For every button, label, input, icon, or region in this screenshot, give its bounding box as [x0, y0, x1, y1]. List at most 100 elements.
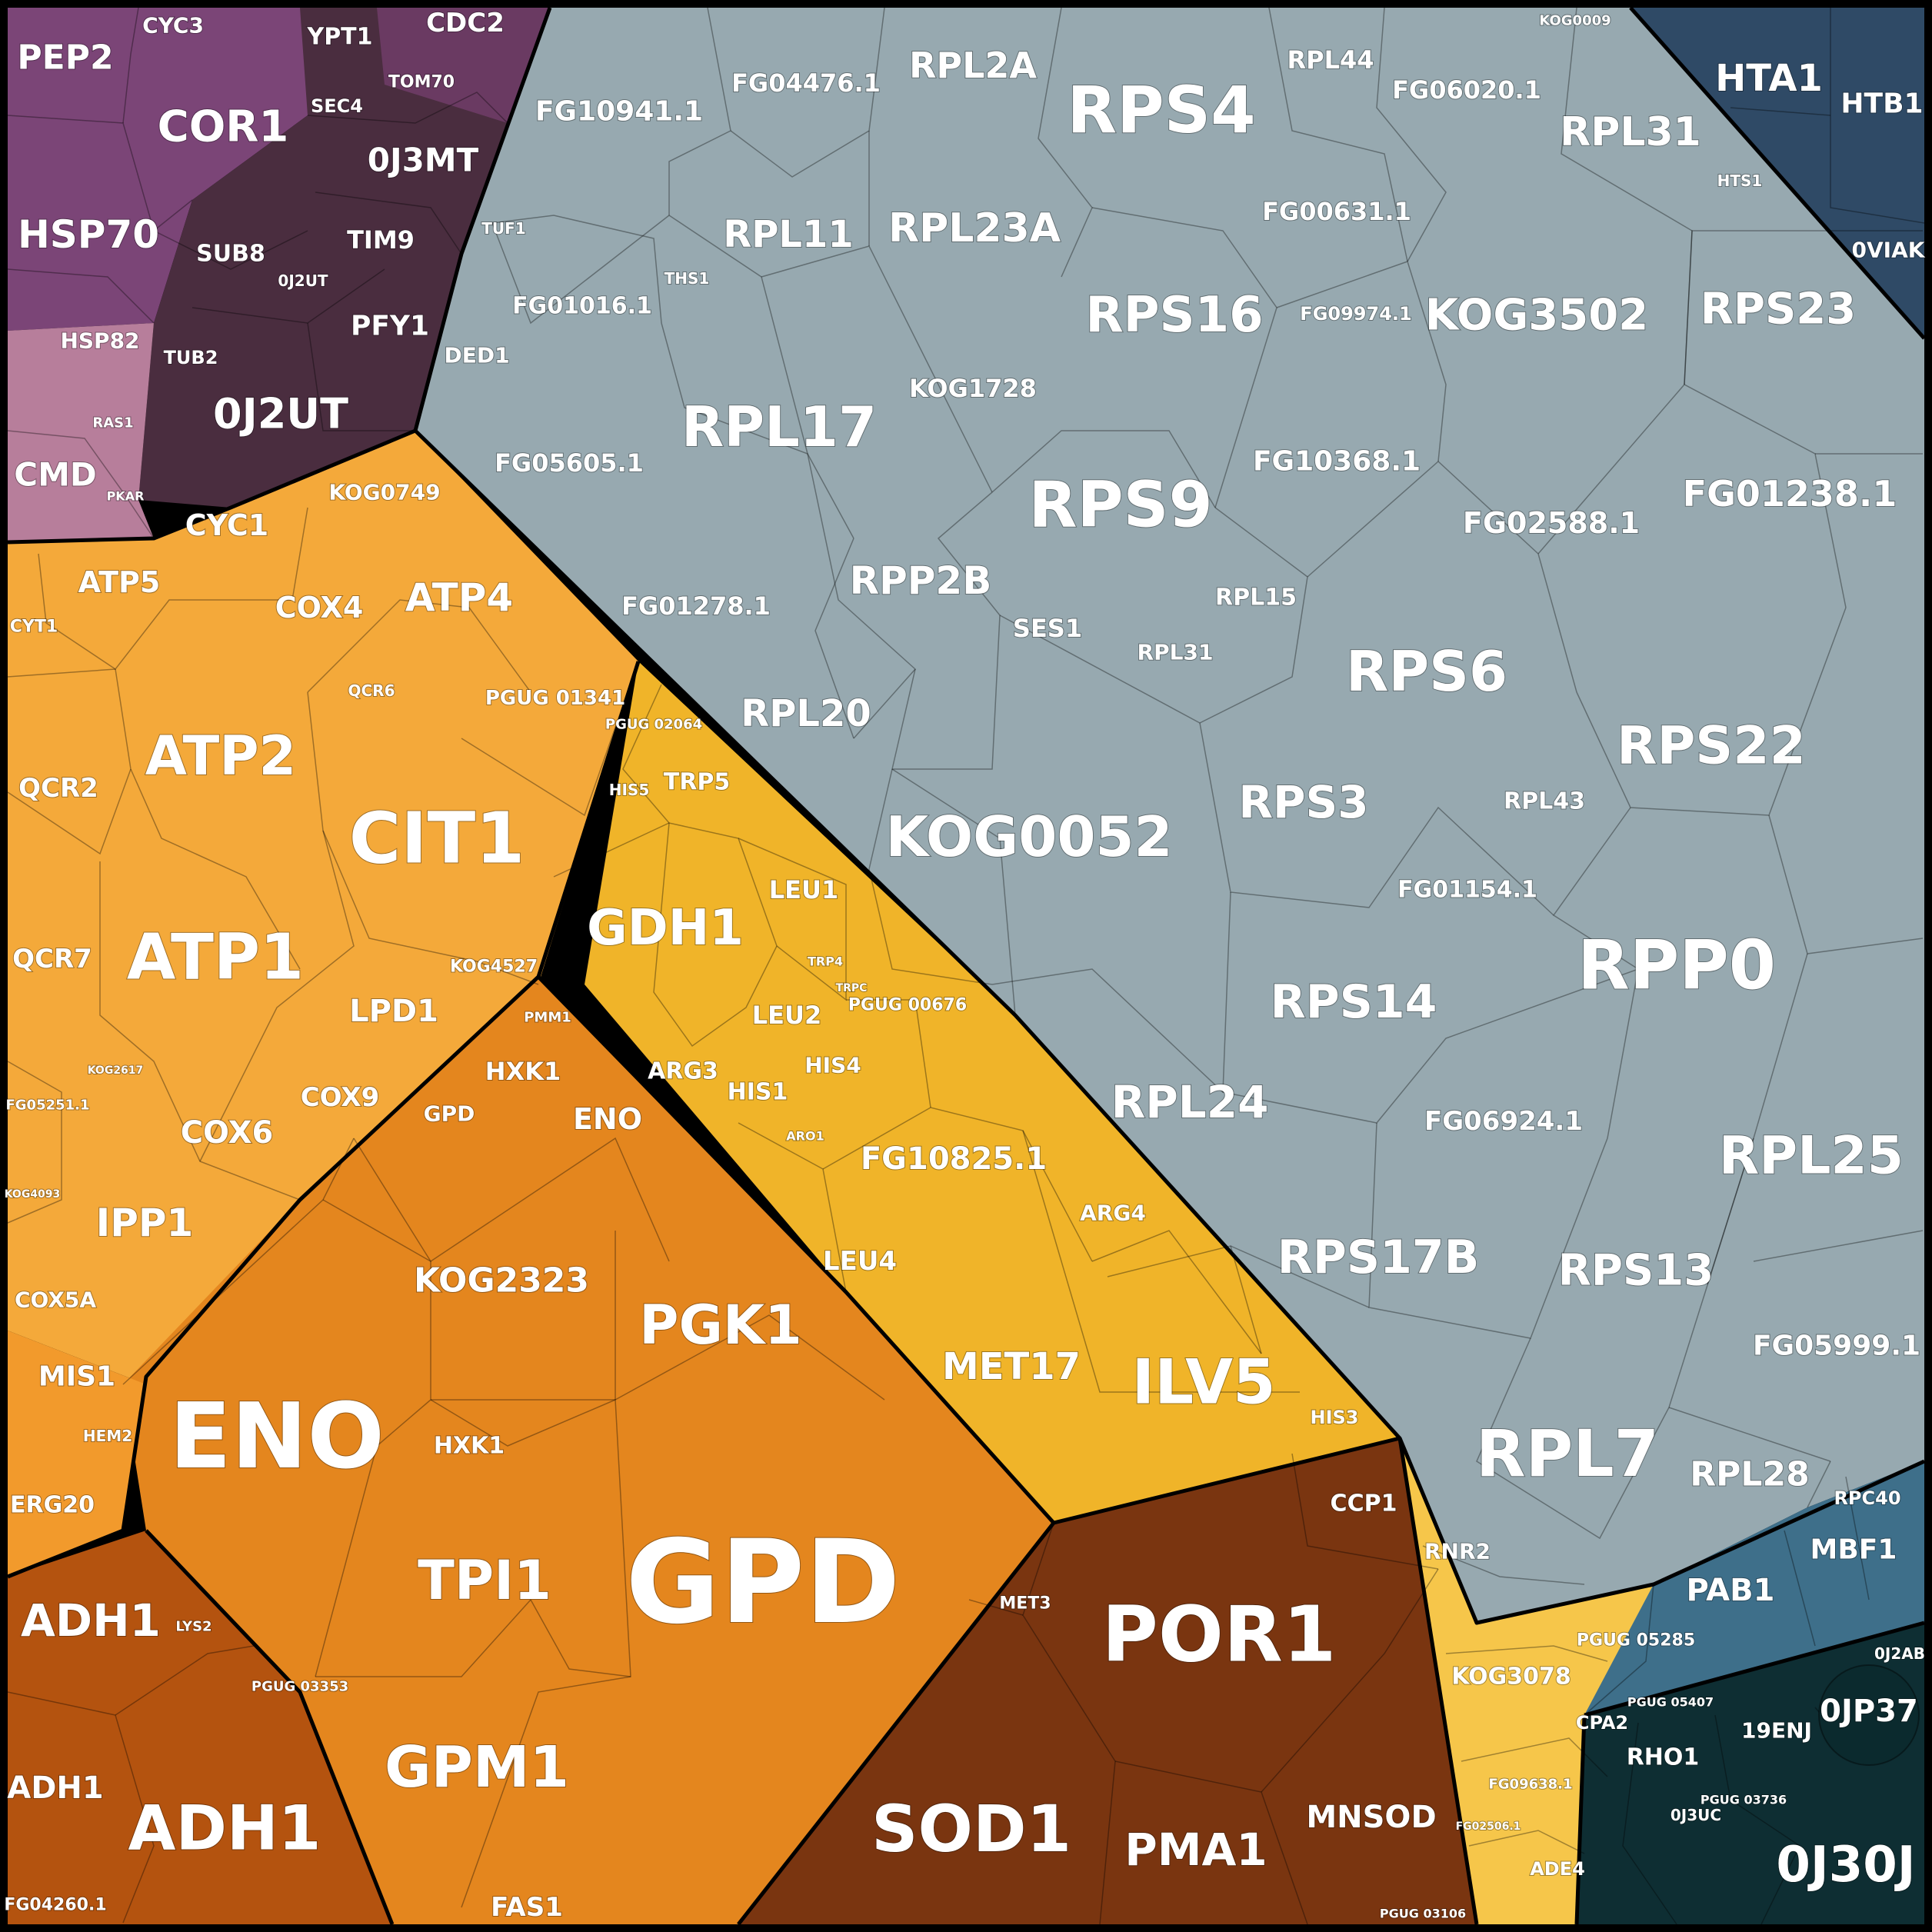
label-0viak: 0VIAK [1852, 238, 1926, 263]
label-leu4: LEU4 [823, 1246, 897, 1277]
label-rho1: RHO1 [1627, 1744, 1700, 1771]
label-pgug01341: PGUG 01341 [485, 687, 625, 710]
label-trp4: TRP4 [808, 954, 843, 969]
label-fg05251: FG05251.1 [5, 1098, 89, 1114]
label-hxk1: HXK1 [434, 1433, 505, 1460]
label-adh1-left: ADH1 [7, 1770, 103, 1806]
region-dark-plum-top[interactable] [377, 8, 550, 123]
region-alcohol[interactable] [8, 1531, 392, 1924]
label-cit1: CIT1 [349, 798, 525, 880]
label-rpl17: RPL17 [681, 395, 877, 459]
label-pgug05407: PGUG 05407 [1627, 1695, 1714, 1710]
label-kog1728: KOG1728 [909, 374, 1037, 403]
label-19enj: 19ENJ [1741, 1718, 1812, 1744]
label-his4: HIS4 [804, 1053, 861, 1078]
region-glycolysis[interactable] [123, 977, 1054, 1924]
label-pgug05285: PGUG 05285 [1577, 1631, 1695, 1651]
label-kog0052: KOG0052 [885, 804, 1172, 869]
label-tuf1: TUF1 [481, 219, 525, 238]
label-fg06020: FG06020.1 [1392, 75, 1541, 105]
label-fg05605: FG05605.1 [495, 448, 644, 478]
label-ccp1: CCP1 [1331, 1491, 1397, 1517]
label-htb1: HTB1 [1840, 88, 1923, 120]
region-purple[interactable] [8, 8, 308, 331]
label-fg10368: FG10368.1 [1253, 446, 1421, 478]
label-mis1: MIS1 [38, 1361, 115, 1393]
label-por1: POR1 [1102, 1590, 1337, 1680]
region-dark-plum[interactable] [138, 8, 550, 508]
label-tpi1: TPI1 [418, 1549, 551, 1612]
label-fg09974: FG09974.1 [1300, 303, 1411, 325]
label-leu1: LEU1 [769, 875, 839, 904]
label-lpd1: LPD1 [349, 994, 438, 1029]
label-cmd: CMD [14, 456, 96, 494]
label-rpl44: RPL44 [1287, 45, 1374, 75]
label-hta1: HTA1 [1715, 57, 1823, 100]
label-his5: HIS5 [609, 781, 650, 799]
label-kog3078: KOG3078 [1451, 1664, 1571, 1690]
region-respiration[interactable] [8, 431, 638, 1384]
label-cyt1: CYT1 [10, 618, 58, 637]
label-tim9: TIM9 [347, 225, 415, 255]
label-trpc: TRPC [836, 982, 868, 994]
label-sec4: SEC4 [311, 95, 363, 117]
label-cyc3: CYC3 [142, 13, 204, 38]
label-ilv5: ILV5 [1131, 1347, 1275, 1418]
label-sod1: SOD1 [871, 1791, 1071, 1867]
region-oxidative[interactable] [738, 1438, 1477, 1924]
label-rpl31-top: RPL31 [1560, 109, 1701, 155]
label-cpa2: CPA2 [1576, 1712, 1628, 1734]
label-kog0009: KOG0009 [1539, 13, 1611, 29]
label-pma1: PMA1 [1124, 1824, 1267, 1876]
label-rpl43: RPL43 [1504, 788, 1585, 815]
label-cox4: COX4 [275, 591, 364, 625]
region-ribosome[interactable] [415, 8, 1924, 1623]
label-sub8: SUB8 [196, 241, 265, 268]
label-aro1: ARO1 [786, 1129, 824, 1144]
label-adh1-top: ADH1 [21, 1594, 161, 1647]
label-rps17b: RPS17B [1277, 1231, 1480, 1284]
label-fg01278: FG01278.1 [621, 591, 771, 621]
label-rpp2b: RPP2B [850, 558, 992, 603]
label-kog3502: KOG3502 [1425, 291, 1648, 341]
region-translation[interactable] [1584, 1461, 1924, 1715]
label-kog0749: KOG0749 [328, 480, 440, 505]
region-amino[interactable] [585, 661, 1400, 1523]
label-rpl31: RPL31 [1138, 640, 1214, 665]
label-ded1: DED1 [444, 343, 509, 368]
label-fg10941: FG10941.1 [535, 96, 703, 128]
region-pink[interactable] [8, 323, 154, 542]
label-0j30j: 0J30J [1776, 1837, 1915, 1894]
label-hsp82: HSP82 [60, 328, 139, 354]
label-hxk1-top: HXK1 [485, 1057, 561, 1086]
label-rpl20: RPL20 [741, 692, 871, 735]
label-his1: HIS1 [728, 1079, 788, 1106]
labels: PEP2 CYC3 COR1 HSP70 SUB8 HSP82 CDC2 YPT… [3, 7, 1926, 1924]
label-his3: HIS3 [1311, 1407, 1359, 1428]
label-qcr2: QCR2 [18, 773, 98, 804]
label-mnsod: MNSOD [1306, 1800, 1436, 1835]
label-lys2: LYS2 [175, 1619, 212, 1635]
label-trp5: TRP5 [664, 769, 730, 796]
label-0j2ut: 0J2UT [213, 390, 348, 438]
label-rpl2a: RPL2A [909, 45, 1037, 86]
label-cyc1: CYC1 [185, 508, 268, 542]
label-kog2323: KOG2323 [414, 1261, 589, 1301]
label-fg10825: FG10825.1 [861, 1141, 1047, 1177]
label-met17: MET17 [942, 1345, 1081, 1388]
label-fg05999: FG05999.1 [1753, 1331, 1920, 1362]
label-fg00631: FG00631.1 [1262, 197, 1411, 226]
label-eno-small: ENO [573, 1102, 642, 1136]
label-rps4: RPS4 [1067, 72, 1255, 148]
label-arg4: ARG4 [1080, 1201, 1146, 1226]
label-atp2: ATP2 [145, 724, 297, 788]
label-0jp37: 0JP37 [1820, 1694, 1918, 1729]
label-fg04476: FG04476.1 [731, 68, 881, 98]
region-respiration-low[interactable] [8, 1331, 146, 1577]
label-leu2: LEU2 [752, 1001, 822, 1030]
label-fg02506: FG02506.1 [1456, 1820, 1521, 1833]
label-arg3: ARG3 [648, 1058, 718, 1085]
